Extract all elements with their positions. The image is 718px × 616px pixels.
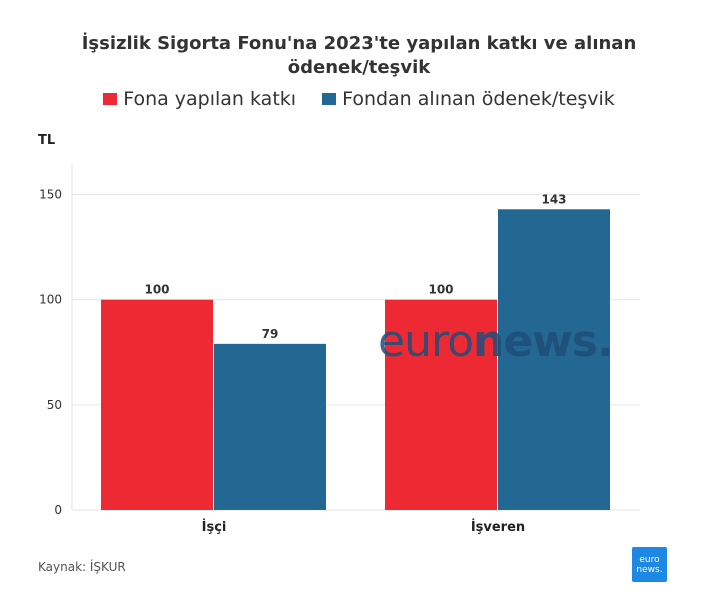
bar-0-1 [385, 299, 497, 510]
y-tick-label-0: 0 [54, 503, 62, 517]
chart-title-line-2: ödenek/teşvik [287, 57, 431, 78]
x-tick-label-0: İşçi [202, 519, 227, 535]
watermark-heavy-text: news. [473, 316, 614, 367]
watermark-light-text: euro [378, 316, 474, 367]
bar-1-0 [214, 343, 326, 510]
y-tick-label-1: 50 [47, 398, 62, 412]
legend-item-payment: Fondan alınan ödenek/teşvik [322, 88, 615, 110]
y-tick-label-3: 150 [39, 188, 62, 202]
euronews-logo: euro news. [632, 547, 667, 582]
euronews-watermark: euronews. [378, 316, 614, 367]
bar-value-label-0-1: 100 [428, 283, 453, 297]
chart-title-line-1: İşsizlik Sigorta Fonu'na 2023'te yapılan… [81, 33, 637, 54]
legend-swatch-payment [322, 93, 337, 105]
logo-line-2: news. [636, 564, 663, 575]
bar-value-label-1-0: 79 [262, 327, 279, 341]
bar-1-1 [498, 209, 610, 510]
bar-value-label-1-1: 143 [541, 192, 566, 206]
logo-line-1: euro [639, 554, 660, 565]
x-tick-label-1: İşveren [471, 519, 525, 535]
bar-value-label-0-0: 100 [144, 283, 169, 297]
y-axis-unit-label: TL [38, 133, 56, 148]
legend-swatch-contribution [103, 93, 118, 105]
y-tick-label-2: 100 [39, 293, 62, 307]
bar-0-0 [101, 299, 213, 510]
chart-legend: Fona yapılan katkı Fondan alınan ödenek/… [0, 88, 718, 110]
legend-label-contribution: Fona yapılan katkı [123, 88, 297, 110]
chart-title: İşsizlik Sigorta Fonu'na 2023'te yapılan… [0, 32, 718, 80]
source-note: Kaynak: İŞKUR [38, 560, 126, 574]
legend-label-payment: Fondan alınan ödenek/teşvik [342, 88, 615, 110]
legend-item-contribution: Fona yapılan katkı [103, 88, 296, 110]
